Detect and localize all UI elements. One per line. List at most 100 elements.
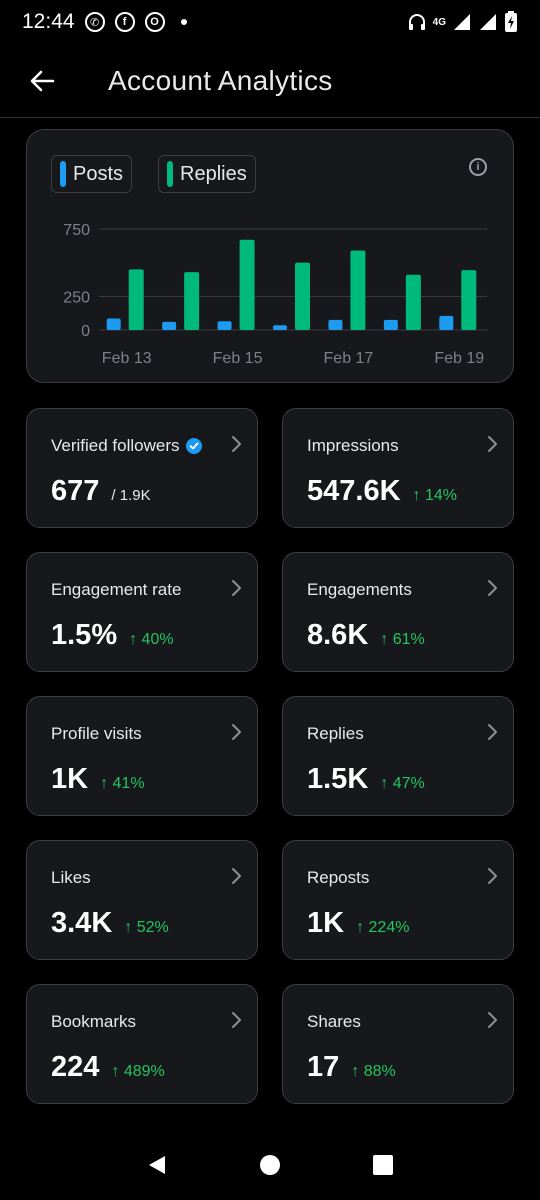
bar-posts <box>383 319 398 330</box>
info-icon[interactable]: i <box>469 158 487 176</box>
nav-back-icon[interactable] <box>145 1153 169 1177</box>
bar-replies <box>405 274 421 330</box>
metric-delta: ↑ 40% <box>129 631 174 648</box>
chevron-right-icon <box>488 724 497 740</box>
metric-card-shares[interactable]: Shares 17 ↑ 88% <box>282 984 514 1104</box>
metric-delta: ↑ 41% <box>100 775 145 792</box>
opera-icon: O <box>144 12 165 32</box>
x-tick-label: Feb 17 <box>324 350 374 367</box>
metric-value: 677 <box>51 475 100 507</box>
metric-card-replies[interactable]: Replies 1.5K ↑ 47% <box>282 696 514 816</box>
chevron-right-icon <box>488 436 497 452</box>
metric-card-engagement-rate[interactable]: Engagement rate 1.5% ↑ 40% <box>26 552 258 672</box>
bar-posts <box>439 315 454 330</box>
bar-replies <box>184 272 200 330</box>
back-arrow-icon <box>30 70 55 91</box>
legend-posts-label: Posts <box>73 162 124 185</box>
legend-posts-toggle[interactable]: Posts <box>51 155 133 193</box>
notification-icons: ✆ f O <box>84 12 187 32</box>
y-tick-label: 250 <box>63 289 90 306</box>
metric-label: Replies <box>307 724 364 744</box>
metric-card-likes[interactable]: Likes 3.4K ↑ 52% <box>26 840 258 960</box>
signal-icon <box>454 14 470 30</box>
metric-value-row: 1.5% ↑ 40% <box>51 619 174 652</box>
metric-value: 1.5K <box>307 763 369 795</box>
bar-chart: 0 250 750 Feb 13 Feb 15 Feb 17 Feb 19 <box>63 222 487 367</box>
verified-badge-icon <box>185 438 202 454</box>
metric-label: Profile visits <box>51 724 142 744</box>
signal-2-icon <box>480 14 496 30</box>
metric-total: / 1.9K <box>111 487 151 504</box>
metric-value: 1K <box>307 907 345 939</box>
metric-value: 1K <box>51 763 89 795</box>
metric-card-impressions[interactable]: Impressions 547.6K ↑ 14% <box>282 408 514 528</box>
metric-delta: ↑ 489% <box>111 1063 165 1080</box>
status-bar: 12:44 ✆ f O 4G <box>0 0 540 44</box>
metric-label: Reposts <box>307 868 369 888</box>
metric-card-engagements[interactable]: Engagements 8.6K ↑ 61% <box>282 552 514 672</box>
battery-icon <box>505 11 517 32</box>
bar-replies <box>350 250 366 330</box>
metric-delta: ↑ 52% <box>124 919 169 936</box>
metric-value-row: 17 ↑ 88% <box>307 1051 396 1084</box>
page-title: Account Analytics <box>108 64 333 96</box>
y-tick-label: 750 <box>63 222 90 239</box>
metric-value-row: 677 / 1.9K <box>51 475 151 508</box>
metric-value: 224 <box>51 1051 100 1083</box>
metric-delta: ↑ 224% <box>356 919 410 936</box>
metric-label-text: Likes <box>51 868 91 887</box>
metric-value-row: 1K ↑ 224% <box>307 907 409 940</box>
chevron-right-icon <box>488 580 497 596</box>
y-tick-label: 0 <box>81 323 90 340</box>
whatsapp-icon: ✆ <box>84 12 105 32</box>
bar-posts <box>106 318 121 330</box>
activity-chart-card: Posts Replies i 0 250 750 Feb 13 Feb 15 Feb 1… <box>26 129 514 383</box>
metric-card-reposts[interactable]: Reposts 1K ↑ 224% <box>282 840 514 960</box>
metric-value: 17 <box>307 1051 340 1083</box>
app-header: Account Analytics <box>0 44 540 118</box>
back-button[interactable] <box>2 44 82 118</box>
metric-label-text: Engagement rate <box>51 580 182 599</box>
metric-label-text: Impressions <box>307 436 399 455</box>
bar-replies <box>461 270 477 330</box>
metric-label: Impressions <box>307 436 399 456</box>
metric-card-verified-followers[interactable]: Verified followers 677 / 1.9K <box>26 408 258 528</box>
bar-posts <box>217 321 232 330</box>
nav-home-icon[interactable] <box>258 1153 282 1177</box>
replies-swatch <box>167 161 174 187</box>
nav-recents-icon[interactable] <box>371 1153 395 1177</box>
bar-replies <box>128 269 144 330</box>
chevron-right-icon <box>232 724 241 740</box>
chevron-right-icon <box>232 868 241 884</box>
facebook-icon: f <box>114 12 135 32</box>
metric-delta: ↑ 88% <box>351 1063 396 1080</box>
system-icons: 4G <box>407 11 518 33</box>
chart-legend: Posts Replies <box>51 155 256 193</box>
metric-label: Shares <box>307 1012 361 1032</box>
metric-value-row: 1.5K ↑ 47% <box>307 763 425 796</box>
metric-label-text: Profile visits <box>51 724 142 743</box>
metric-label-text: Shares <box>307 1012 361 1031</box>
metric-value-row: 224 ↑ 489% <box>51 1051 165 1084</box>
bar-posts <box>162 321 177 330</box>
metric-label-text: Verified followers <box>51 436 180 455</box>
metric-value: 8.6K <box>307 619 369 651</box>
metric-value: 3.4K <box>51 907 113 939</box>
metric-label-text: Replies <box>307 724 364 743</box>
legend-replies-label: Replies <box>180 162 247 185</box>
legend-replies-toggle[interactable]: Replies <box>158 155 256 193</box>
metric-value-row: 547.6K ↑ 14% <box>307 475 457 508</box>
metric-label-text: Bookmarks <box>51 1012 137 1031</box>
bar-replies <box>239 239 255 330</box>
metric-label: Verified followers <box>51 436 202 456</box>
metric-card-profile-visits[interactable]: Profile visits 1K ↑ 41% <box>26 696 258 816</box>
x-tick-label: Feb 19 <box>434 350 484 367</box>
metric-value-row: 1K ↑ 41% <box>51 763 145 796</box>
chevron-right-icon <box>232 580 241 596</box>
metric-value: 1.5% <box>51 619 118 651</box>
metric-card-bookmarks[interactable]: Bookmarks 224 ↑ 489% <box>26 984 258 1104</box>
metric-value: 547.6K <box>307 475 401 507</box>
chevron-right-icon <box>488 1012 497 1028</box>
x-tick-label: Feb 15 <box>213 350 263 367</box>
more-notifications-icon <box>180 19 187 25</box>
